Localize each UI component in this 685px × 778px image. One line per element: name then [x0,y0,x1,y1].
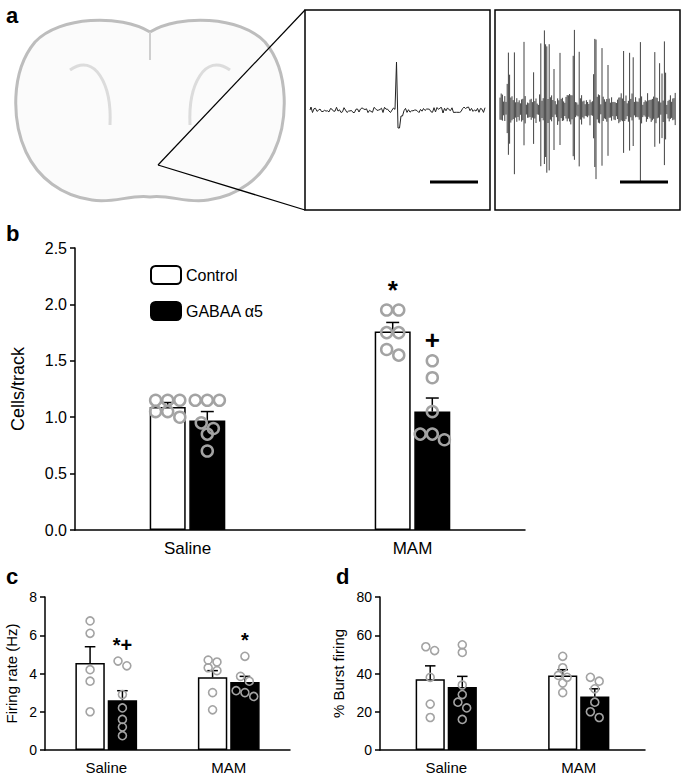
svg-text:*: * [388,275,399,305]
svg-text:2.0: 2.0 [45,296,67,313]
svg-text:MAM: MAM [211,759,246,776]
svg-text:+: + [425,325,440,355]
svg-text:Saline: Saline [425,759,467,776]
svg-text:MAM: MAM [393,539,433,558]
svg-text:2: 2 [29,704,37,720]
svg-text:GABAA α5: GABAA α5 [186,303,263,320]
svg-text:0: 0 [364,742,372,758]
svg-text:6: 6 [29,627,37,643]
svg-text:Saline: Saline [85,759,127,776]
svg-text:4: 4 [29,666,37,682]
svg-text:MAM: MAM [561,759,596,776]
svg-text:Cells/track: Cells/track [8,346,28,431]
svg-text:d: d [336,564,349,589]
svg-text:Control: Control [186,267,238,284]
svg-text:Firing rate (Hz): Firing rate (Hz) [3,623,20,723]
svg-text:60: 60 [356,627,372,643]
svg-text:80: 80 [356,589,372,605]
svg-text:8: 8 [29,589,37,605]
svg-text:*: * [241,629,249,651]
svg-text:1.5: 1.5 [45,352,67,369]
svg-text:b: b [6,221,19,246]
svg-text:20: 20 [356,704,372,720]
svg-text:2.5: 2.5 [45,240,67,257]
svg-text:0: 0 [29,742,37,758]
svg-text:40: 40 [356,666,372,682]
svg-text:% Burst firing: % Burst firing [330,629,347,718]
svg-text:1.0: 1.0 [45,409,67,426]
svg-text:c: c [6,564,18,589]
svg-text:a: a [6,3,19,28]
svg-text:0.5: 0.5 [45,465,67,482]
svg-text:Saline: Saline [164,539,211,558]
svg-text:*+: *+ [113,634,132,656]
svg-text:0.0: 0.0 [45,522,67,539]
